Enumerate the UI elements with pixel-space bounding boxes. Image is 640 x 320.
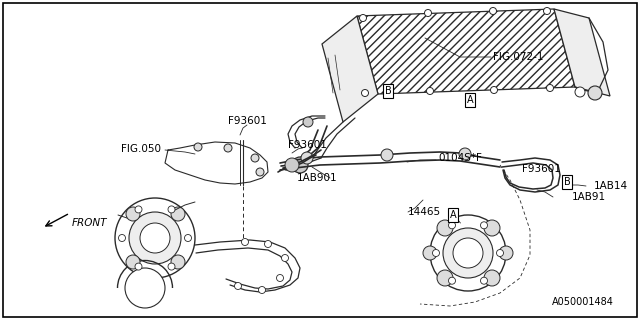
Circle shape: [481, 222, 488, 229]
Circle shape: [362, 90, 369, 97]
Circle shape: [588, 86, 602, 100]
Text: A: A: [450, 210, 456, 220]
Circle shape: [437, 220, 453, 236]
Circle shape: [381, 149, 393, 161]
Circle shape: [360, 14, 367, 21]
Circle shape: [543, 7, 550, 14]
Text: 14465: 14465: [408, 207, 441, 217]
Circle shape: [292, 157, 308, 173]
Text: 0104S*F: 0104S*F: [438, 153, 482, 163]
Text: 1AB901: 1AB901: [297, 173, 338, 183]
Text: A050001484: A050001484: [552, 297, 614, 307]
Circle shape: [194, 143, 202, 151]
Polygon shape: [357, 9, 575, 94]
Circle shape: [168, 263, 175, 270]
Circle shape: [168, 206, 175, 213]
Circle shape: [171, 255, 185, 269]
Text: 1AB91: 1AB91: [572, 192, 606, 202]
Circle shape: [490, 86, 497, 93]
Circle shape: [459, 148, 471, 160]
Circle shape: [430, 215, 506, 291]
Circle shape: [437, 270, 453, 286]
Circle shape: [135, 263, 142, 270]
Circle shape: [264, 241, 271, 247]
Text: B: B: [385, 86, 392, 96]
Circle shape: [490, 7, 497, 14]
Circle shape: [126, 255, 140, 269]
Circle shape: [251, 154, 259, 162]
Circle shape: [443, 228, 493, 278]
Text: FIG.050: FIG.050: [121, 144, 161, 154]
Polygon shape: [554, 9, 610, 96]
Circle shape: [234, 283, 241, 290]
Circle shape: [575, 87, 585, 97]
Circle shape: [497, 250, 504, 257]
Circle shape: [171, 207, 185, 221]
Circle shape: [481, 277, 488, 284]
Circle shape: [129, 212, 181, 264]
Circle shape: [484, 220, 500, 236]
Polygon shape: [322, 16, 378, 122]
Text: FRONT: FRONT: [72, 218, 108, 228]
Circle shape: [256, 168, 264, 176]
Circle shape: [449, 222, 456, 229]
Circle shape: [423, 246, 437, 260]
Circle shape: [276, 275, 284, 282]
Circle shape: [282, 254, 289, 261]
Circle shape: [241, 238, 248, 245]
Circle shape: [285, 158, 299, 172]
Circle shape: [184, 235, 191, 242]
Circle shape: [125, 268, 165, 308]
Text: F93601: F93601: [522, 164, 561, 174]
Circle shape: [140, 223, 170, 253]
Circle shape: [303, 117, 313, 127]
Text: F93601: F93601: [228, 116, 267, 126]
Text: A: A: [467, 95, 474, 105]
Text: F93601: F93601: [288, 140, 327, 150]
Circle shape: [433, 250, 440, 257]
Circle shape: [224, 144, 232, 152]
Circle shape: [426, 87, 433, 94]
Circle shape: [118, 235, 125, 242]
Text: B: B: [564, 177, 570, 187]
Circle shape: [424, 10, 431, 17]
Circle shape: [484, 270, 500, 286]
Circle shape: [499, 246, 513, 260]
Circle shape: [126, 207, 140, 221]
Circle shape: [135, 206, 142, 213]
Circle shape: [301, 152, 313, 164]
Circle shape: [453, 238, 483, 268]
Text: 1AB14: 1AB14: [594, 181, 628, 191]
Circle shape: [449, 277, 456, 284]
Circle shape: [115, 198, 195, 278]
Circle shape: [547, 84, 554, 92]
Circle shape: [259, 286, 266, 293]
Text: FIG.072-1: FIG.072-1: [493, 52, 543, 62]
